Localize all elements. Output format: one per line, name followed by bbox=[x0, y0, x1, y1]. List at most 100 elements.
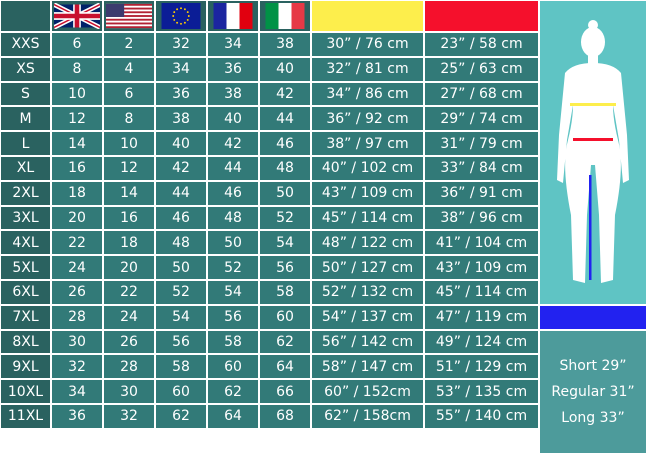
cell-waist: 51” / 129 cm bbox=[425, 355, 538, 379]
cell-us: 6 bbox=[104, 82, 154, 106]
cell-size: XL bbox=[1, 156, 50, 180]
inseam-lengths: Short 29” Regular 31” Long 33” bbox=[540, 330, 646, 453]
cell-eu: 44 bbox=[156, 181, 206, 205]
cell-uk: 32 bbox=[52, 355, 102, 379]
cell-uk: 16 bbox=[52, 156, 102, 180]
cell-size: 6XL bbox=[1, 280, 50, 304]
cell-eu: 42 bbox=[156, 156, 206, 180]
cell-waist: 55” / 140 cm bbox=[425, 404, 538, 428]
cell-waist: 38” / 96 cm bbox=[425, 206, 538, 230]
cell-bust: 43” / 109 cm bbox=[312, 181, 423, 205]
cell-it: 50 bbox=[260, 181, 310, 205]
cell-it: 64 bbox=[260, 355, 310, 379]
cell-eu: 56 bbox=[156, 330, 206, 354]
waist-header bbox=[425, 1, 538, 31]
cell-fr: 38 bbox=[208, 82, 258, 106]
cell-it: 38 bbox=[260, 33, 310, 56]
cell-eu: 54 bbox=[156, 305, 206, 329]
cell-fr: 56 bbox=[208, 305, 258, 329]
cell-size: 8XL bbox=[1, 330, 50, 354]
cell-uk: 8 bbox=[52, 57, 102, 81]
cell-uk: 6 bbox=[52, 33, 102, 56]
cell-uk: 34 bbox=[52, 380, 102, 403]
cell-us: 12 bbox=[104, 156, 154, 180]
cell-us: 10 bbox=[104, 132, 154, 155]
cell-bust: 36” / 92 cm bbox=[312, 107, 423, 131]
cell-eu: 60 bbox=[156, 380, 206, 403]
cell-bust: 40” / 102 cm bbox=[312, 156, 423, 180]
cell-bust: 45” / 114 cm bbox=[312, 206, 423, 230]
cell-it: 68 bbox=[260, 404, 310, 428]
cell-fr: 54 bbox=[208, 280, 258, 304]
cell-eu: 38 bbox=[156, 107, 206, 131]
cell-us: 14 bbox=[104, 181, 154, 205]
length-long: Long 33” bbox=[561, 409, 625, 426]
cell-size: 11XL bbox=[1, 404, 50, 428]
cell-fr: 62 bbox=[208, 380, 258, 403]
eu-flag-icon bbox=[156, 1, 206, 31]
cell-it: 58 bbox=[260, 280, 310, 304]
cell-it: 62 bbox=[260, 330, 310, 354]
cell-fr: 50 bbox=[208, 231, 258, 255]
length-regular: Regular 31” bbox=[551, 383, 635, 400]
cell-bust: 30” / 76 cm bbox=[312, 33, 423, 56]
cell-us: 16 bbox=[104, 206, 154, 230]
cell-uk: 26 bbox=[52, 280, 102, 304]
cell-size: 2XL bbox=[1, 181, 50, 205]
cell-us: 2 bbox=[104, 33, 154, 56]
cell-eu: 40 bbox=[156, 132, 206, 155]
cell-uk: 20 bbox=[52, 206, 102, 230]
woman-silhouette-icon bbox=[557, 19, 629, 283]
cell-fr: 34 bbox=[208, 33, 258, 56]
cell-it: 66 bbox=[260, 380, 310, 403]
cell-bust: 58” / 147 cm bbox=[312, 355, 423, 379]
cell-us: 24 bbox=[104, 305, 154, 329]
cell-bust: 56” / 142 cm bbox=[312, 330, 423, 354]
cell-uk: 36 bbox=[52, 404, 102, 428]
cell-size: M bbox=[1, 107, 50, 131]
cell-fr: 40 bbox=[208, 107, 258, 131]
cell-eu: 50 bbox=[156, 256, 206, 279]
cell-waist: 31” / 79 cm bbox=[425, 132, 538, 155]
cell-size: 9XL bbox=[1, 355, 50, 379]
cell-it: 60 bbox=[260, 305, 310, 329]
cell-bust: 62” / 158cm bbox=[312, 404, 423, 428]
cell-it: 56 bbox=[260, 256, 310, 279]
cell-eu: 46 bbox=[156, 206, 206, 230]
cell-bust: 34” / 86 cm bbox=[312, 82, 423, 106]
cell-bust: 50” / 127 cm bbox=[312, 256, 423, 279]
cell-fr: 64 bbox=[208, 404, 258, 428]
cell-waist: 45” / 114 cm bbox=[425, 280, 538, 304]
cell-waist: 53” / 135 cm bbox=[425, 380, 538, 403]
cell-us: 22 bbox=[104, 280, 154, 304]
cell-uk: 10 bbox=[52, 82, 102, 106]
cell-it: 42 bbox=[260, 82, 310, 106]
cell-uk: 12 bbox=[52, 107, 102, 131]
france-flag-icon bbox=[208, 1, 258, 31]
cell-uk: 28 bbox=[52, 305, 102, 329]
cell-eu: 58 bbox=[156, 355, 206, 379]
cell-uk: 22 bbox=[52, 231, 102, 255]
cell-uk: 24 bbox=[52, 256, 102, 279]
cell-waist: 47” / 119 cm bbox=[425, 305, 538, 329]
cell-eu: 62 bbox=[156, 404, 206, 428]
cell-eu: 36 bbox=[156, 82, 206, 106]
cell-us: 18 bbox=[104, 231, 154, 255]
cell-waist: 29” / 74 cm bbox=[425, 107, 538, 131]
cell-us: 32 bbox=[104, 404, 154, 428]
inseam-color-bar bbox=[540, 305, 646, 329]
cell-size: S bbox=[1, 82, 50, 106]
cell-us: 8 bbox=[104, 107, 154, 131]
bust-header bbox=[312, 1, 423, 31]
us-flag-icon bbox=[104, 1, 154, 31]
cell-waist: 33” / 84 cm bbox=[425, 156, 538, 180]
cell-fr: 60 bbox=[208, 355, 258, 379]
cell-waist: 41” / 104 cm bbox=[425, 231, 538, 255]
cell-bust: 32” / 81 cm bbox=[312, 57, 423, 81]
cell-bust: 54” / 137 cm bbox=[312, 305, 423, 329]
cell-size: 7XL bbox=[1, 305, 50, 329]
cell-it: 54 bbox=[260, 231, 310, 255]
cell-eu: 48 bbox=[156, 231, 206, 255]
cell-size: 5XL bbox=[1, 256, 50, 279]
